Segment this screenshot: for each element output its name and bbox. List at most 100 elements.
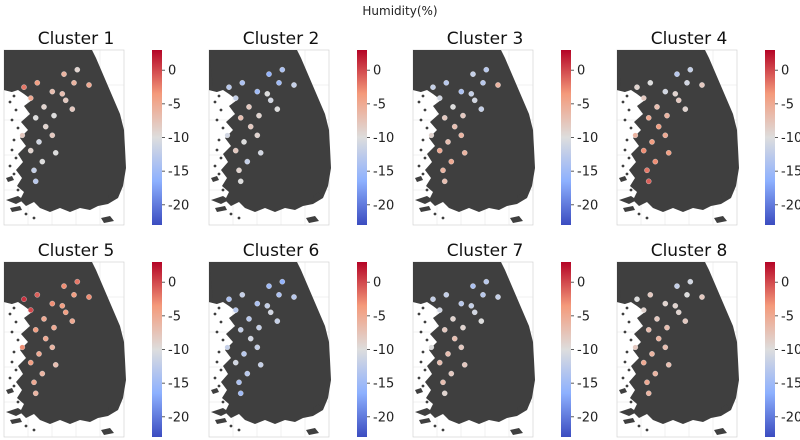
station-point	[86, 82, 92, 88]
station-point	[436, 359, 443, 366]
island-dot	[32, 216, 36, 220]
station-point	[645, 390, 652, 397]
station-point	[662, 300, 669, 307]
station-point	[687, 66, 694, 73]
station-point	[645, 327, 652, 333]
station-point	[31, 167, 37, 174]
island-dot	[425, 338, 429, 342]
station-point	[224, 132, 231, 139]
colorbar-tick-label: -10	[373, 131, 394, 146]
island-dot	[14, 368, 18, 372]
station-point	[675, 309, 682, 316]
station-point	[458, 300, 465, 307]
station-point	[478, 318, 485, 324]
panel-title: Cluster 2	[243, 29, 320, 49]
island-dot	[417, 100, 421, 104]
island-dot	[14, 320, 18, 324]
island-dot	[625, 384, 629, 388]
island-dot	[625, 172, 629, 176]
station-point	[276, 80, 282, 86]
island-dot	[16, 338, 20, 342]
station-point	[443, 80, 450, 86]
station-point	[655, 123, 662, 130]
station-point	[445, 139, 451, 145]
station-point	[69, 106, 76, 112]
colorbar	[561, 50, 571, 225]
panel-title: Cluster 1	[38, 29, 115, 49]
island-shape	[306, 428, 319, 435]
island-shape	[619, 388, 627, 394]
colorbar-tick-label: -10	[373, 343, 394, 358]
station-point	[266, 283, 272, 289]
island-shape	[108, 192, 116, 201]
station-point	[470, 71, 476, 77]
colorbar-tick-label: -10	[577, 343, 598, 358]
station-point	[440, 167, 446, 174]
cluster-panel: Cluster 3 0 -5 -10 -15 -20	[412, 29, 598, 226]
station-point	[448, 370, 455, 377]
island-dot	[10, 118, 14, 122]
landmass	[4, 50, 12, 92]
station-point	[436, 147, 443, 154]
island-dot	[8, 376, 12, 380]
panel-title: Cluster 8	[651, 241, 728, 261]
island-dot	[629, 400, 633, 404]
station-point	[232, 359, 239, 366]
island-dot	[12, 384, 16, 388]
island-dot	[419, 148, 423, 152]
station-point	[654, 104, 660, 110]
island-shape	[211, 388, 219, 394]
island-shape	[313, 404, 321, 413]
island-shape	[619, 408, 637, 416]
island-shape	[101, 216, 114, 223]
island-shape	[215, 206, 227, 212]
colorbar	[152, 262, 162, 437]
island-shape	[415, 196, 433, 204]
station-point	[675, 97, 682, 104]
station-point	[21, 296, 27, 302]
island-dot	[423, 156, 427, 160]
island-dot	[221, 400, 225, 404]
landmass	[617, 262, 625, 304]
station-point	[237, 327, 244, 333]
island-dot	[623, 148, 627, 152]
station-point	[254, 88, 261, 95]
island-dot	[16, 126, 20, 130]
colorbar-tick-label: -15	[577, 165, 598, 180]
station-point	[279, 278, 286, 285]
station-point	[649, 351, 655, 357]
colorbar-tick-label: -10	[168, 343, 189, 358]
station-point	[27, 147, 34, 154]
station-point	[664, 112, 670, 119]
colorbar-tick-label: -10	[781, 343, 800, 358]
island-dot	[423, 368, 427, 372]
island-dot	[16, 188, 20, 192]
island-dot	[8, 164, 12, 168]
island-shape	[211, 176, 219, 182]
station-point	[440, 379, 446, 386]
station-point	[468, 91, 475, 97]
island-shape	[313, 192, 321, 201]
island-dot	[423, 108, 427, 112]
station-point	[495, 82, 501, 88]
station-point	[52, 362, 59, 368]
island-dot	[621, 312, 625, 316]
station-point	[632, 132, 639, 139]
station-point	[647, 292, 654, 298]
island-dot	[621, 100, 625, 104]
station-point	[664, 324, 670, 331]
island-dot	[627, 156, 631, 160]
island-dot	[12, 94, 16, 98]
colorbar-tick-label: -10	[168, 131, 189, 146]
colorbar-tick-label: -10	[781, 131, 800, 146]
station-point	[441, 390, 448, 397]
island-dot	[213, 376, 217, 380]
island-shape	[211, 196, 229, 204]
station-point	[495, 294, 501, 300]
island-dot	[625, 306, 629, 310]
station-point	[267, 309, 274, 316]
station-point	[241, 139, 247, 145]
station-point	[32, 390, 39, 397]
island-dot	[221, 126, 225, 130]
landmass	[413, 50, 421, 92]
